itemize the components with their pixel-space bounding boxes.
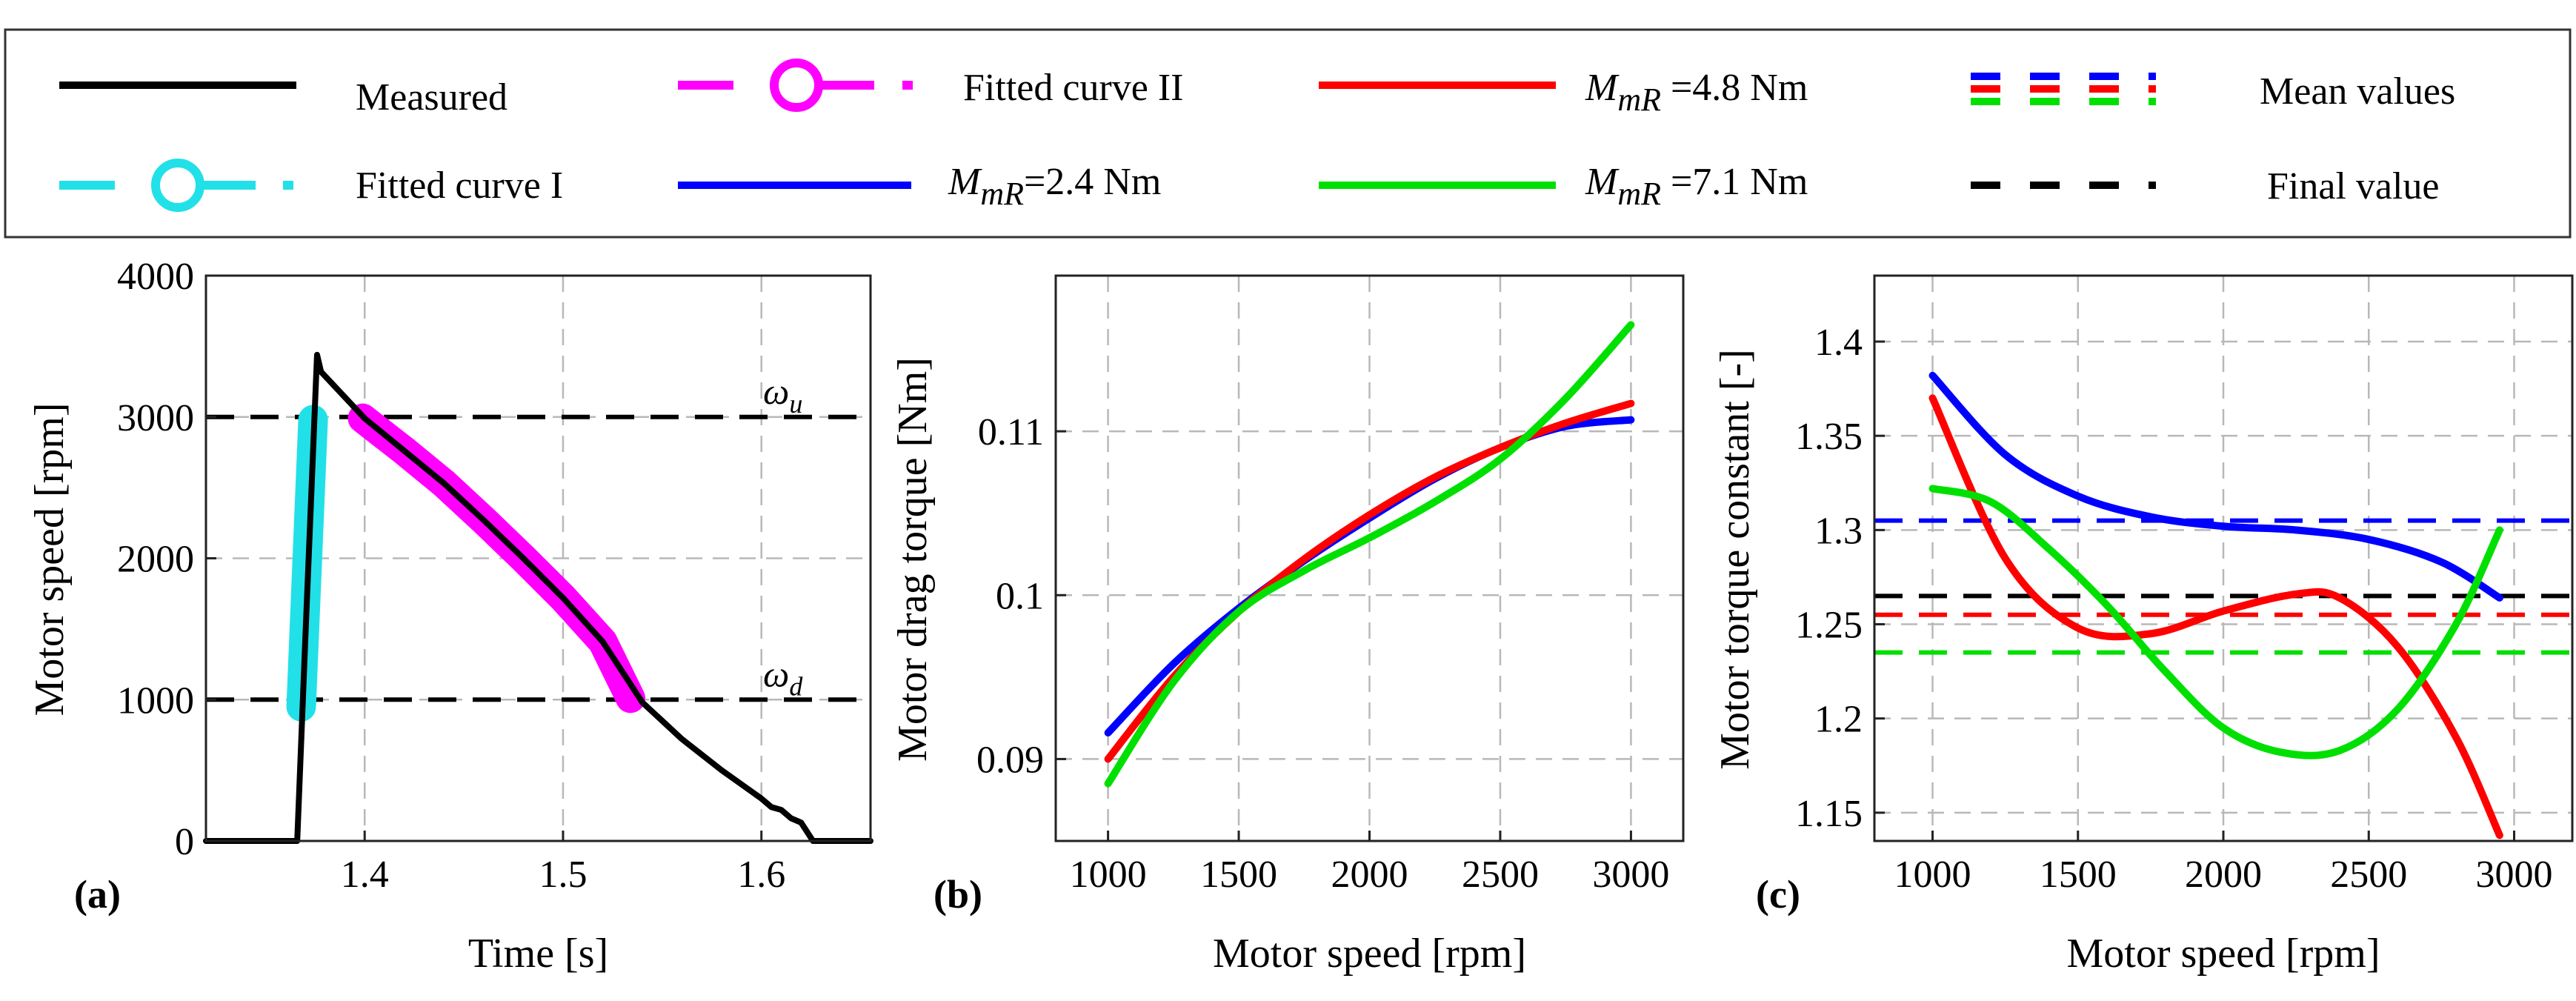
panel-label-c: (c) xyxy=(1756,872,1800,917)
ytick-label-b-1: 0.1 xyxy=(996,575,1044,617)
hline-label-a-0: ωu xyxy=(763,370,802,419)
legend-mmr-7-1-value: =7.1 Nm xyxy=(1661,161,1808,203)
series-c-m-mr-7-1-nm xyxy=(1928,485,2503,759)
hline-label-a-1: ωd xyxy=(763,653,803,701)
series-c-m-mr-4-8-nm xyxy=(1928,394,2503,839)
legend-mmr-4-8-symbol: M xyxy=(1585,67,1620,109)
legend-mmr-4-8-value: =4.8 Nm xyxy=(1661,67,1808,109)
xtick-label-c-0: 1000 xyxy=(1894,854,1971,896)
panel-c: 1000 1500 2000 2500 3000 1.15 1.2 1.25 1.3 1.35 1.… xyxy=(1712,274,2574,977)
legend-label-mmr-4-8: MmR =4.8 Nm xyxy=(1585,67,1808,118)
panel-label-b: (b) xyxy=(933,872,982,917)
xtick-label-a-2: 1.6 xyxy=(737,854,785,896)
ytick-label-a-2: 2000 xyxy=(117,539,194,581)
legend-mmr-2-4-sub: mR xyxy=(980,176,1024,212)
xtick-label-b-2: 2000 xyxy=(1331,854,1408,896)
legend: Measured Fitted curve II MmR =4.8 Nm xyxy=(4,28,2572,239)
xtick-label-b-1: 1500 xyxy=(1200,854,1277,896)
panel-label-a: (a) xyxy=(74,872,121,917)
ytick-label-c-2: 1.25 xyxy=(1795,605,1863,647)
legend-swatch-fitted-curve-i xyxy=(59,159,293,212)
xtick-label-c-4: 3000 xyxy=(2476,854,2553,896)
ytick-label-a-3: 3000 xyxy=(117,397,194,439)
legend-label-measured: Measured xyxy=(356,76,507,119)
ytick-label-c-0: 1.15 xyxy=(1795,793,1863,835)
ylabel-b: Motor drag torque [Nm] xyxy=(890,357,936,762)
xtick-label-c-2: 2000 xyxy=(2185,854,2262,896)
legend-swatch-mean-values xyxy=(1971,73,2156,105)
ytick-label-c-5: 1.4 xyxy=(1814,322,1863,364)
ylabel-a: Motor speed [rpm] xyxy=(27,402,73,716)
legend-mmr-2-4-symbol: M xyxy=(948,161,982,203)
series-b-m-mr-7-1-nm xyxy=(1104,321,1635,788)
panel-a: ωu ωd 1.4 1.5 1.6 0 1000 2000 3000 4000 Time [s] Mo… xyxy=(27,256,873,977)
xtick-label-c-3: 2500 xyxy=(2330,854,2407,896)
ytick-label-a-0: 0 xyxy=(175,821,194,863)
ytick-label-c-3: 1.3 xyxy=(1814,510,1863,552)
xlabel-c: Motor speed [rpm] xyxy=(2066,931,2380,977)
ytick-label-c-1: 1.2 xyxy=(1814,699,1863,741)
xtick-label-b-3: 2500 xyxy=(1462,854,1539,896)
legend-mmr-7-1-symbol: M xyxy=(1585,161,1620,203)
panel-b: 1000 1500 2000 2500 3000 0.09 0.1 0.11 Motor spe… xyxy=(890,274,1685,977)
legend-label-fitted-curve-ii: Fitted curve II xyxy=(963,67,1183,109)
legend-label-final-value: Final value xyxy=(2267,165,2440,207)
xlabel-a: Time [s] xyxy=(468,931,608,977)
legend-mmr-4-8-sub: mR xyxy=(1617,82,1661,118)
xtick-label-c-1: 1500 xyxy=(2040,854,2117,896)
ytick-label-b-0: 0.09 xyxy=(976,739,1044,781)
legend-label-mean-values: Mean values xyxy=(2260,70,2455,113)
legend-label-fitted-curve-i: Fitted curve I xyxy=(356,164,563,207)
ytick-label-a-4: 4000 xyxy=(117,256,194,298)
xtick-label-b-0: 1000 xyxy=(1070,854,1147,896)
legend-mmr-2-4-value: =2.4 Nm xyxy=(1024,161,1161,203)
xlabel-b: Motor speed [rpm] xyxy=(1213,931,1526,977)
ylabel-c: Motor torque constant [-] xyxy=(1712,349,1758,770)
legend-label-mmr-2-4: MmR=2.4 Nm xyxy=(948,161,1161,212)
legend-mmr-7-1-sub: mR xyxy=(1617,176,1661,212)
ytick-label-b-2: 0.11 xyxy=(978,411,1044,453)
ytick-label-a-1: 1000 xyxy=(117,679,194,722)
series-c-m-mr-2-4-nm xyxy=(1928,371,2503,602)
legend-label-mmr-7-1: MmR =7.1 Nm xyxy=(1585,161,1808,212)
series-a-measured xyxy=(203,351,873,844)
xtick-label-a-1: 1.5 xyxy=(539,854,587,896)
ytick-label-c-4: 1.35 xyxy=(1795,416,1863,458)
xtick-label-b-4: 3000 xyxy=(1592,854,1669,896)
legend-frame xyxy=(4,28,2572,239)
xtick-label-a-0: 1.4 xyxy=(341,854,389,896)
legend-swatch-fitted-curve-ii xyxy=(678,59,913,112)
